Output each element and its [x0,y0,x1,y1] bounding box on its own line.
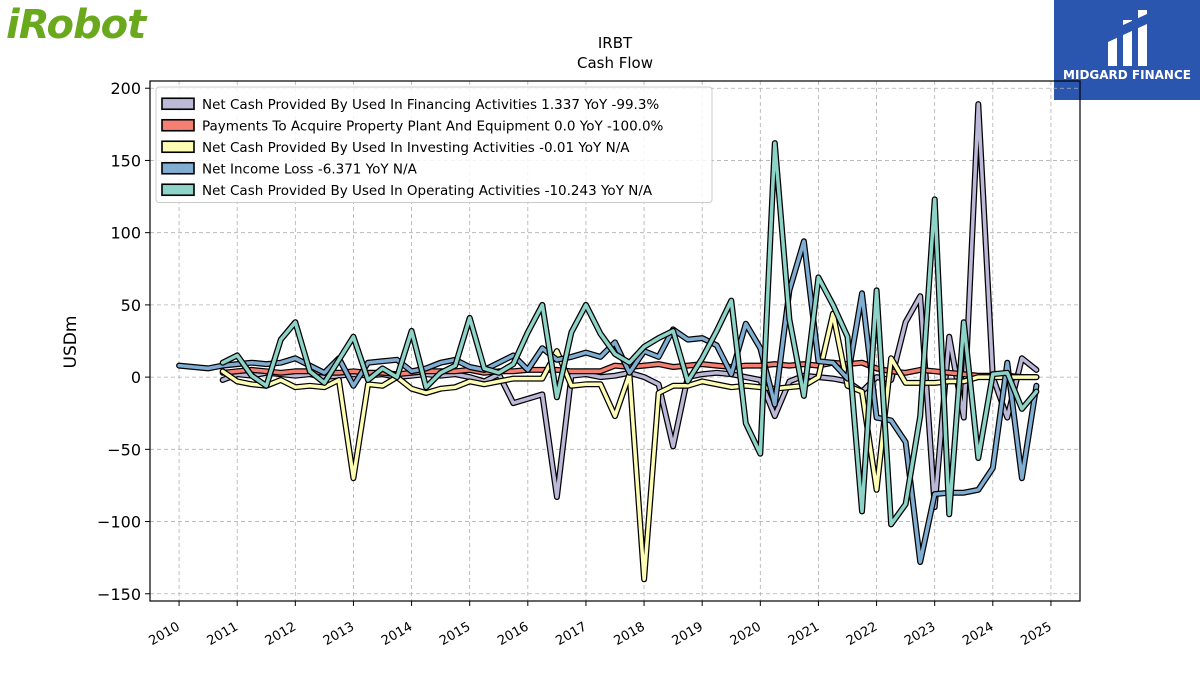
chart-subtitle: Cash Flow [577,54,653,72]
plot-frame [149,80,1081,602]
y-tick-label: 0 [131,368,141,387]
x-tick-label: 2021 [786,619,822,649]
legend-label: Net Cash Provided By Used In Financing A… [202,97,659,113]
x-tick-label: 2015 [437,619,473,649]
midgard-finance-name: MIDGARD FINANCE [1063,68,1191,82]
legend: Net Cash Provided By Used In Financing A… [155,86,713,203]
y-tick-label: −50 [107,440,141,459]
x-tick-label: 2017 [553,619,589,649]
x-tick-label: 2014 [379,619,415,649]
midgard-emblem-icon [1108,10,1147,66]
legend-label: Payments To Acquire Property Plant And E… [202,118,664,134]
y-tick-label: 200 [110,79,141,98]
x-tick-label: 2025 [1018,619,1054,649]
x-tick-label: 2018 [612,619,648,649]
plot-area [176,101,1040,583]
x-tick-label: 2023 [902,619,938,649]
chart-title: IRBT [598,34,633,52]
y-tick-label: 100 [110,224,141,243]
midgard-finance-logo: MIDGARD FINANCE [1054,0,1200,100]
legend-swatch [161,97,195,111]
irobot-logo: iRobot [6,2,146,48]
x-tick-label: 2012 [263,619,299,649]
x-tick-label: 2019 [670,619,706,649]
legend-swatch [161,118,195,132]
x-tick-label: 2010 [147,619,183,649]
x-tick-label: 2011 [205,619,241,649]
x-tick-label: 2013 [321,619,357,649]
y-axis-label: USDm [61,316,81,369]
legend-swatch [161,140,195,154]
x-tick-label: 2024 [960,619,996,649]
legend-swatch [161,183,195,197]
legend-label: Net Cash Provided By Used In Operating A… [202,183,653,199]
legend-swatch [161,161,195,175]
legend-box [155,86,713,203]
y-tick-label: −150 [97,585,141,604]
x-tick-label: 2022 [844,619,880,649]
x-tick-label: 2020 [728,619,764,649]
series-line [177,239,1039,564]
y-tick-label: 50 [121,296,141,315]
x-tick-label: 2016 [495,619,531,649]
legend-label: Net Cash Provided By Used In Investing A… [202,140,630,156]
series-line [220,141,1039,527]
y-tick-label: −100 [97,513,141,532]
y-tick-label: 150 [110,151,141,170]
legend-label: Net Income Loss -6.371 YoY N/A [202,161,418,177]
